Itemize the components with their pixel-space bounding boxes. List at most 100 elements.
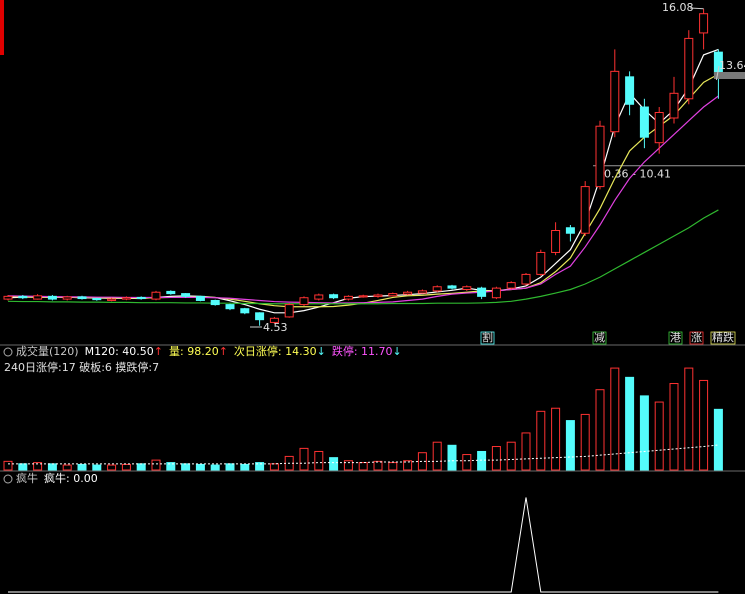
legend-item: 量: 98.20: [169, 345, 219, 358]
candle-body: [255, 312, 265, 321]
candle-body: [432, 286, 442, 292]
volume-bar: [388, 462, 398, 471]
volume-bar: [210, 464, 220, 471]
candle-body: [477, 287, 487, 297]
candle-body: [506, 282, 516, 289]
volume-bar: [136, 463, 146, 471]
legend-item: M120: 40.50: [85, 345, 154, 358]
candle-body: [462, 286, 472, 290]
volume-bar: [107, 464, 117, 471]
candle-body: [417, 290, 427, 294]
candle-body: [654, 112, 664, 144]
volume-bar: [240, 463, 250, 471]
candle-body: [358, 295, 368, 298]
volume-bar: [477, 450, 487, 471]
volume-bar: [462, 454, 472, 471]
candle-body: [580, 186, 590, 234]
candle-body: [595, 125, 605, 188]
left-marker: [0, 0, 4, 55]
candle-body: [551, 229, 561, 253]
volume-bar: [699, 379, 709, 471]
volume-bar: [92, 464, 102, 471]
legend-item: 跌停: 11.70: [332, 344, 393, 358]
volume-bar: [47, 463, 57, 471]
candle-body: [521, 273, 531, 285]
moving-average: [7, 209, 719, 305]
volume-bar: [625, 376, 635, 471]
candle-body: [225, 304, 235, 310]
candle-body: [240, 308, 250, 314]
volume-bar: [121, 463, 131, 471]
volume-bar: [521, 432, 531, 471]
volume-bar: [3, 460, 13, 471]
volume-bar: [447, 444, 457, 471]
signal-box: [689, 331, 704, 345]
candle-body: [18, 295, 28, 299]
volume-bar: [269, 463, 279, 471]
legend-arrow: ↓: [317, 345, 326, 358]
candle-body: [610, 70, 620, 133]
volume-bar: [417, 452, 427, 471]
volume-bar: [358, 462, 368, 471]
legend-arrow: ↑: [154, 345, 163, 358]
candle-body: [565, 227, 575, 234]
volume-bar: [580, 413, 590, 471]
panel-icon: [3, 347, 13, 357]
signal: 减: [594, 331, 605, 344]
candle-body: [447, 285, 457, 289]
max-pointer: [689, 7, 704, 10]
candle-body: [47, 295, 57, 300]
volume-bar: [403, 460, 413, 471]
candle-body: [107, 298, 117, 301]
last-pointer: [715, 65, 720, 81]
candle-body: [181, 293, 191, 297]
volume-bar: [551, 407, 561, 471]
candle-body: [136, 296, 146, 300]
candle-body: [210, 299, 220, 306]
candle-body: [388, 293, 398, 297]
panel-icon: [3, 474, 13, 484]
last-price-bar: [714, 72, 745, 79]
signal-box: [592, 331, 607, 345]
volume-bar: [329, 457, 339, 471]
candle-body: [195, 295, 205, 301]
legend: 成交量(120) M120: 40.50↑ 量: 98.20↑ 次日涨停: 14.30…: [16, 344, 402, 358]
last-label: 13.64: [719, 59, 745, 72]
legend-arrow: ↓: [393, 345, 402, 358]
volume-bar: [432, 441, 442, 471]
candle-body: [166, 290, 176, 295]
legend-item: 疯牛: 0.00: [44, 471, 98, 485]
legend-item: 次日涨停: 14.30: [234, 344, 317, 358]
volume-bar: [565, 420, 575, 471]
volume-bar: [151, 459, 161, 471]
volume-bar: [684, 367, 694, 471]
candle-body: [699, 13, 709, 34]
signal-box: [710, 331, 736, 345]
candle-body: [329, 294, 339, 299]
volume-bar: [33, 462, 43, 471]
candle-body: [314, 294, 324, 300]
candle-body: [639, 106, 649, 138]
subtitle: 240日涨停:17 破板:6 摸跌停:7: [4, 360, 159, 374]
volume-bar: [166, 462, 176, 471]
candle-body: [625, 76, 635, 105]
signal: 精跌: [712, 330, 734, 344]
volume-bar: [639, 395, 649, 471]
signal-box: [480, 331, 495, 345]
candle-body: [684, 37, 694, 100]
candle-body: [269, 317, 279, 323]
legend-item: 疯牛: [16, 471, 38, 485]
candle-body: [3, 295, 13, 300]
volume-bar: [77, 463, 87, 471]
signal: 割: [482, 330, 493, 344]
volume-bar: [654, 401, 664, 471]
volume-bar: [506, 441, 516, 471]
volume-bar: [669, 383, 679, 471]
candle-body: [151, 291, 161, 300]
candle-body: [77, 296, 87, 300]
candle-body: [536, 251, 546, 275]
volume-bar: [491, 446, 501, 471]
volume-bar: [373, 460, 383, 471]
